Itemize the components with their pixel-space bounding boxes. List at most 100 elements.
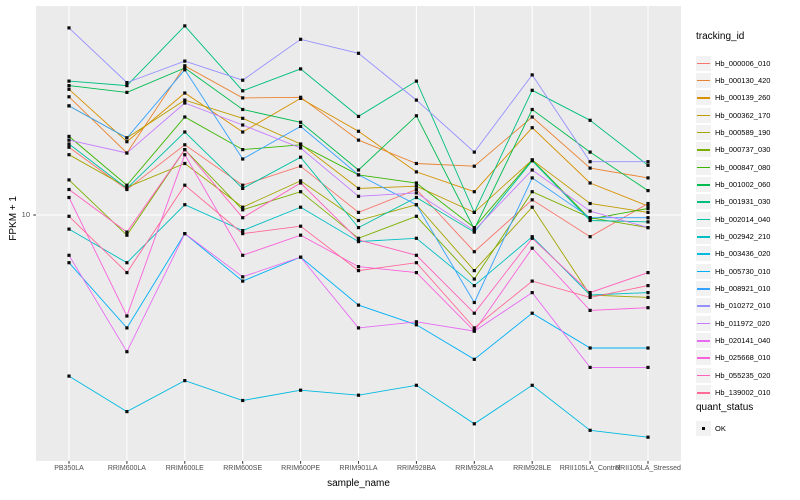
data-point: [241, 89, 245, 93]
legend-key-box: [696, 421, 711, 436]
legend-item-label: Hb_020141_040: [715, 336, 771, 346]
data-point: [646, 306, 650, 310]
data-point: [588, 118, 592, 122]
data-point: [588, 346, 592, 350]
data-point: [646, 176, 650, 180]
legend-item-label: Hb_002014_040: [715, 214, 771, 224]
data-point: [356, 194, 361, 198]
legend-key-box: [696, 350, 711, 366]
legend-item: Hb_000139_260: [696, 90, 770, 106]
data-point: [472, 311, 476, 315]
data-point: [125, 183, 129, 187]
data-point: [414, 214, 418, 218]
legend-key-box: [696, 385, 711, 401]
data-point: [183, 379, 187, 383]
data-point: [472, 190, 476, 194]
data-point: [299, 143, 303, 147]
data-point: [530, 236, 534, 240]
legend-item-label: Hb_001931_030: [715, 197, 771, 207]
legend-item-label: Hb_001002_060: [715, 179, 771, 189]
data-point: [241, 96, 245, 100]
data-point: [646, 271, 650, 275]
legend-item-quant-ok: OK: [696, 421, 726, 436]
data-point: [183, 161, 187, 166]
data-point: [241, 216, 245, 220]
data-point: [241, 208, 245, 212]
legend-item: Hb_055235_020: [696, 367, 770, 383]
data-point: [588, 150, 592, 154]
data-point: [588, 160, 592, 164]
data-point: [299, 205, 303, 209]
legend-color-line-icon: [697, 322, 710, 325]
data-point: [183, 183, 187, 187]
data-point: [299, 164, 303, 168]
data-point: [646, 201, 650, 206]
data-point: [299, 388, 303, 392]
data-point: [530, 115, 534, 119]
data-point: [183, 64, 187, 68]
data-point: [646, 216, 650, 220]
data-point: [646, 210, 650, 214]
legend-color-line-icon: [697, 270, 710, 273]
data-point: [588, 181, 592, 185]
point-marker-icon: [702, 427, 706, 431]
data-point: [530, 126, 534, 130]
legend-item: Hb_002014_040: [696, 211, 771, 227]
data-point: [530, 73, 534, 77]
data-point: [530, 198, 534, 202]
data-point: [241, 130, 245, 134]
data-point: [67, 187, 71, 192]
x-tick-label: RRIM928LE: [513, 465, 552, 472]
data-point: [125, 136, 129, 140]
data-point: [414, 191, 418, 195]
data-point: [646, 220, 650, 224]
data-point: [472, 284, 476, 288]
data-point: [299, 124, 303, 128]
data-point: [414, 261, 418, 265]
data-point: [588, 365, 592, 369]
data-point: [472, 277, 476, 281]
legend-color-line-icon: [697, 288, 710, 290]
legend-key-box: [696, 315, 711, 331]
data-point: [588, 235, 592, 239]
legend-color-line-icon: [697, 253, 710, 255]
legend-item-label: Hb_000362_170: [715, 110, 771, 120]
legend-color-line-icon: [697, 183, 710, 186]
data-point: [299, 255, 303, 259]
data-point: [472, 326, 476, 330]
data-point: [588, 201, 592, 206]
data-point: [530, 311, 534, 315]
data-point: [414, 114, 418, 118]
data-point: [646, 435, 650, 439]
legend-color-line-icon: [697, 79, 710, 82]
data-point: [414, 383, 418, 387]
data-point: [414, 187, 418, 192]
legend-item: Hb_002942_210: [696, 229, 770, 244]
data-point: [530, 205, 534, 209]
data-point: [646, 204, 650, 208]
legend-key-box: [696, 367, 711, 383]
legend-key-box: [696, 107, 711, 123]
data-point: [414, 98, 418, 102]
data-point: [472, 329, 476, 333]
legend-item-label: Hb_008921_010: [715, 284, 771, 294]
data-point: [588, 293, 592, 297]
data-point: [67, 153, 71, 157]
legend-item: Hb_000847_080: [696, 159, 770, 175]
data-point: [125, 326, 129, 330]
data-point: [646, 346, 650, 350]
data-point: [646, 206, 650, 211]
data-point: [356, 326, 361, 330]
x-tick-label: RRII105LA_Stressed: [615, 465, 681, 472]
data-point: [241, 398, 245, 403]
legend-key-box: [696, 211, 711, 227]
data-point: [299, 224, 303, 228]
data-point: [414, 161, 418, 166]
legend-title-tracking-id: tracking_id: [696, 31, 745, 42]
data-point: [125, 350, 129, 354]
data-point: [241, 157, 245, 161]
data-point: [299, 190, 303, 194]
data-point: [356, 226, 361, 230]
data-point: [125, 151, 129, 155]
legend-key-box: [696, 90, 711, 106]
